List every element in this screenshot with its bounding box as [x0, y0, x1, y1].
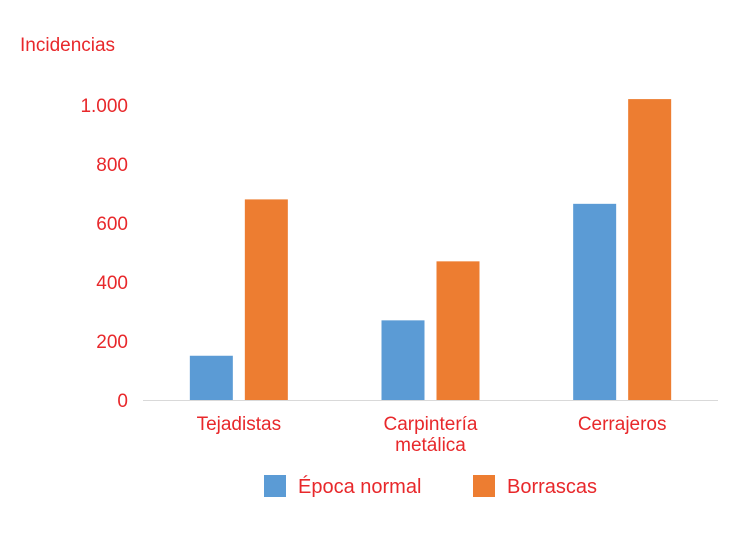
- y-tick-label: 800: [96, 155, 128, 176]
- y-tick-labels: 0 200 400 600 800 1.000: [80, 96, 128, 412]
- legend: Época normal Borrascas: [264, 475, 597, 498]
- bars: [189, 99, 672, 400]
- x-tick-label: Tejadistas: [197, 414, 282, 435]
- bar: [244, 199, 288, 400]
- bar: [436, 261, 480, 400]
- bar: [189, 355, 233, 400]
- x-tick-label: Cerrajeros: [578, 414, 667, 435]
- y-tick-label: 0: [117, 391, 128, 412]
- y-axis-label: Incidencias: [20, 35, 115, 56]
- y-tick-label: 200: [96, 332, 128, 353]
- bar: [573, 203, 617, 400]
- bar: [381, 320, 425, 400]
- legend-swatch: [473, 475, 495, 497]
- x-tick-labels: Tejadistas Carpintería metálica Cerrajeros: [197, 414, 667, 456]
- legend-label: Borrascas: [507, 476, 597, 498]
- y-tick-label: 600: [96, 214, 128, 235]
- bar: [628, 99, 672, 400]
- legend-swatch: [264, 475, 286, 497]
- y-tick-label: 400: [96, 273, 128, 294]
- x-tick-label: Carpintería metálica: [384, 414, 478, 456]
- legend-label: Época normal: [298, 475, 421, 498]
- y-tick-label: 1.000: [80, 96, 128, 117]
